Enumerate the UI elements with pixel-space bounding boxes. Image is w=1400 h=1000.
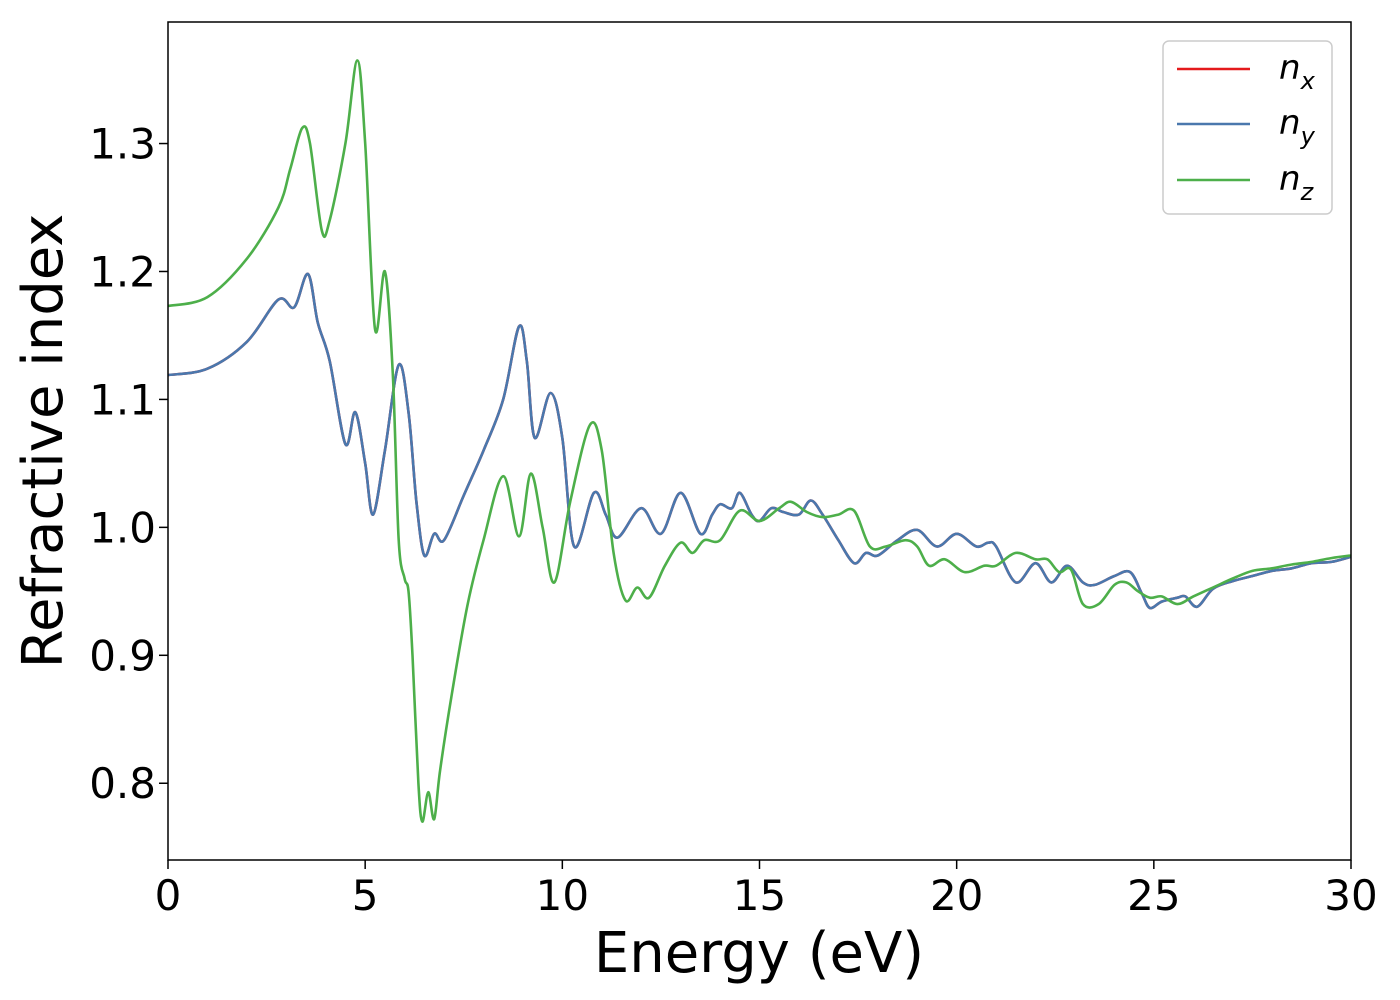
- x-tick-label: 10: [536, 871, 589, 920]
- y-tick-label: 0.9: [89, 631, 156, 680]
- x-tick-label: 25: [1127, 871, 1180, 920]
- series-group: [167, 59, 1352, 823]
- y-axis-label: Refractive index: [11, 214, 76, 669]
- x-tick-label: 15: [733, 871, 786, 920]
- y-tick-label: 1.3: [89, 120, 156, 169]
- y-axis-ticks: 0.8 0.9 1.0 1.1 1.2 1.3: [89, 120, 168, 808]
- x-tick-label: 20: [930, 871, 983, 920]
- x-tick-label: 0: [155, 871, 182, 920]
- x-tick-label: 30: [1324, 871, 1377, 920]
- series-line-nz: [167, 59, 1352, 823]
- x-axis-label: Energy (eV): [594, 921, 924, 986]
- legend-box: [1162, 40, 1333, 215]
- y-tick-label: 0.8: [89, 759, 156, 808]
- y-tick-label: 1.1: [89, 375, 156, 424]
- x-tick-label: 5: [352, 871, 379, 920]
- series-line-ny: [167, 272, 1352, 610]
- x-axis-ticks: 0 5 10 15 20 25 30: [155, 860, 1378, 920]
- y-tick-label: 1.0: [89, 503, 156, 552]
- y-tick-label: 1.2: [89, 247, 156, 296]
